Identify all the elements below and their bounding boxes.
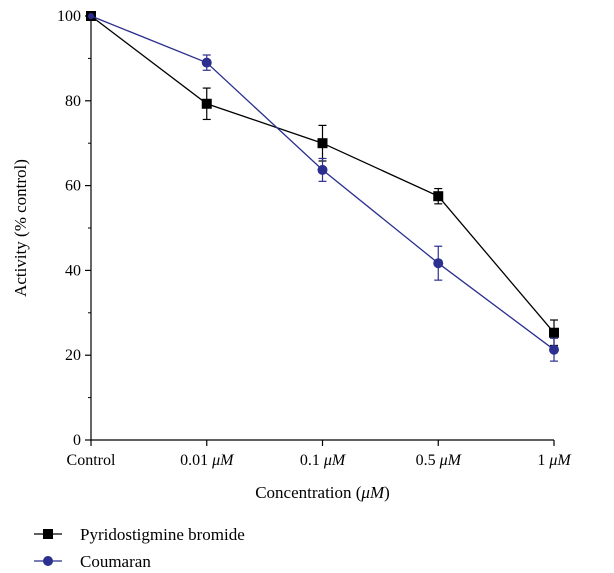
- y-tick-label: 0: [73, 432, 81, 449]
- data-point-circle: [201, 57, 212, 68]
- y-axis-title: Activity (% control): [11, 159, 30, 297]
- x-axis-title-unit: μM: [360, 483, 385, 502]
- legend-item: Coumaran: [34, 552, 151, 571]
- data-point-square: [317, 138, 328, 149]
- data-point-square: [549, 327, 559, 338]
- x-tick-label: 0.1 μM: [300, 452, 347, 469]
- legend-square-icon: [43, 529, 53, 539]
- x-tick-label: 0.01 μM: [180, 452, 235, 469]
- data-point-circle: [88, 13, 94, 19]
- axes: [90, 16, 554, 441]
- legend-label: Pyridostigmine bromide: [80, 525, 245, 544]
- data-point-circle: [549, 344, 559, 355]
- data-point-square: [433, 191, 444, 202]
- x-tick-label: 0.5 μM: [416, 452, 463, 469]
- y-tick-label: 60: [65, 178, 81, 195]
- x-tick-label: 1 μM: [537, 452, 572, 469]
- series-line: [90, 15, 555, 351]
- x-axis-title: Concentration (μM): [255, 483, 390, 502]
- y-tick-label: 40: [65, 262, 81, 279]
- y-tick-label: 80: [65, 93, 81, 110]
- data-point-circle: [433, 258, 444, 269]
- x-tick-label: Control: [67, 452, 116, 469]
- x-axis-title-suffix: ): [384, 483, 390, 502]
- y-tick-label: 20: [65, 347, 81, 364]
- y-tick-label: 100: [57, 8, 81, 25]
- x-axis-title-prefix: Concentration (: [255, 483, 362, 502]
- series-coumaran: [88, 13, 559, 362]
- data-point-circle: [317, 164, 328, 175]
- legend: Pyridostigmine bromide Coumaran: [34, 525, 245, 571]
- data-point-square: [201, 98, 212, 109]
- legend-item: Pyridostigmine bromide: [34, 525, 245, 544]
- series-layer: [86, 11, 559, 362]
- legend-circle-icon: [43, 556, 53, 566]
- y-ticks: 0 20 40 60 80 100: [57, 8, 91, 449]
- x-ticks: Control 0.01 μM 0.1 μM 0.5 μM 1 μM: [67, 440, 572, 469]
- legend-label: Coumaran: [80, 552, 151, 571]
